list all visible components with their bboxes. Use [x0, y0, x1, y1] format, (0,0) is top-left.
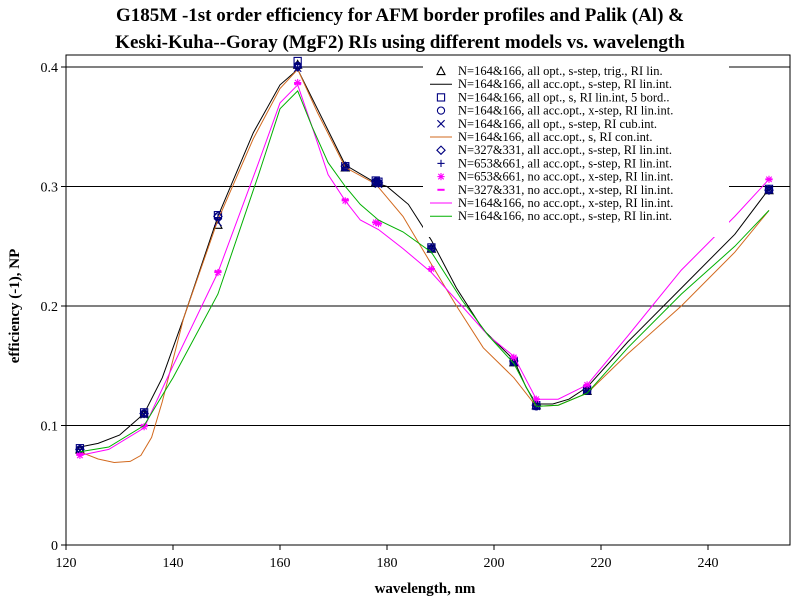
series-line — [79, 90, 770, 453]
data-point — [140, 409, 148, 418]
y-tick-label: 0.2 — [41, 300, 59, 315]
chart-title-line-2: Keski-Kuha--Goray (MgF2) RIs using diffe… — [115, 32, 685, 53]
legend-entry: N=653&661, all acc.opt., s-step, RI lin.… — [437, 156, 672, 170]
legend: N=164&166, all opt., s-step, trig., RI l… — [423, 62, 729, 237]
y-tick-label: 0.4 — [41, 61, 59, 76]
legend-entry: N=164&166, all opt., s-step, RI cub.int. — [437, 117, 657, 131]
x-tick-label: 200 — [484, 556, 505, 571]
data-point — [374, 179, 383, 187]
legend-entry: N=653&661, no acc.opt., x-step, RI lin.i… — [437, 170, 673, 184]
x-tick-label: 160 — [270, 556, 291, 571]
legend-label: N=164&166, all opt., s-step, RI cub.int. — [458, 117, 657, 131]
legend-entry: N=164&166, all acc.opt., s-step, RI lin.… — [430, 77, 672, 91]
y-tick-label: 0 — [51, 539, 58, 554]
x-tick-label: 180 — [377, 556, 398, 571]
data-point — [427, 245, 436, 253]
legend-entry: N=164&166, all opt., s, RI lin.int, 5 bo… — [436, 90, 670, 104]
data-point — [214, 213, 222, 222]
legend-entry: N=327&331, all acc.opt., s-step, RI lin.… — [436, 143, 672, 157]
plot-frame — [65, 54, 791, 546]
chart-title-line-1: G185M -1st order efficiency for AFM bord… — [116, 5, 684, 26]
data-point — [292, 62, 303, 72]
legend-label: N=327&331, no acc.opt., x-step, RI lin.i… — [458, 183, 673, 197]
series-11 — [79, 83, 770, 456]
data-point — [139, 408, 149, 419]
series-line — [79, 83, 770, 456]
legend-label: N=164&166, all acc.opt., s, RI con.int. — [458, 130, 653, 144]
legend-entry: N=327&331, no acc.opt., x-step, RI lin.i… — [437, 183, 673, 197]
data-point — [765, 186, 773, 194]
y-tick-label: 0.3 — [41, 181, 59, 196]
legend-swatch — [436, 65, 446, 76]
series-12 — [79, 90, 770, 453]
x-tick-label: 220 — [591, 556, 612, 571]
x-axis-label: wavelength, nm — [375, 581, 476, 597]
legend-entry: N=164&166, all acc.opt., x-step, RI lin.… — [436, 104, 673, 118]
plot-area — [75, 56, 774, 464]
y-axis-label: efficiency (-1), NP — [7, 249, 23, 364]
legend-entry: N=164&166, all opt., s-step, trig., RI l… — [436, 64, 663, 78]
data-point — [294, 63, 302, 71]
legend-label: N=164&166, all acc.opt., s-step, RI lin.… — [458, 77, 672, 91]
legend-label: N=653&661, no acc.opt., x-step, RI lin.i… — [458, 170, 673, 184]
legend-background — [423, 62, 729, 237]
series-2 — [79, 68, 770, 448]
x-tick-label: 120 — [56, 556, 77, 571]
series-line — [79, 68, 770, 448]
legend-label: N=164&166, no acc.opt., s-step, RI lin.i… — [458, 209, 672, 223]
legend-label: N=164&166, all opt., s-step, trig., RI l… — [458, 64, 663, 78]
legend-label: N=164&166, all opt., s, RI lin.int, 5 bo… — [458, 90, 670, 104]
legend-swatch — [436, 106, 446, 115]
data-point — [341, 163, 349, 171]
legend-swatch — [437, 119, 445, 128]
legend-label: N=327&331, all acc.opt., s-step, RI lin.… — [458, 143, 672, 157]
axes: 0 0.1 0.2 0.3 0.4 120 140 160 180 200 220 240 — [41, 54, 791, 571]
legend-label: N=164&166, all acc.opt., x-step, RI lin.… — [458, 104, 673, 118]
legend-swatch — [436, 145, 446, 156]
legend-swatch — [437, 173, 445, 181]
legend-label: N=164&166, no acc.opt., x-step, RI lin.i… — [458, 196, 673, 210]
x-tick-label: 240 — [698, 556, 719, 571]
legend-swatch — [436, 93, 446, 102]
data-point — [213, 218, 222, 227]
data-point — [764, 185, 774, 195]
x-tick-label: 140 — [163, 556, 184, 571]
legend-entry: N=164&166, no acc.opt., s-step, RI lin.i… — [430, 209, 672, 223]
y-tick-label: 0.1 — [41, 420, 59, 435]
legend-entry: N=164&166, all acc.opt., s, RI con.int. — [430, 130, 653, 144]
legend-label: N=653&661, all acc.opt., s-step, RI lin.… — [458, 156, 672, 170]
legend-entry: N=164&166, no acc.opt., x-step, RI lin.i… — [430, 196, 673, 210]
legend-swatch — [437, 159, 445, 167]
